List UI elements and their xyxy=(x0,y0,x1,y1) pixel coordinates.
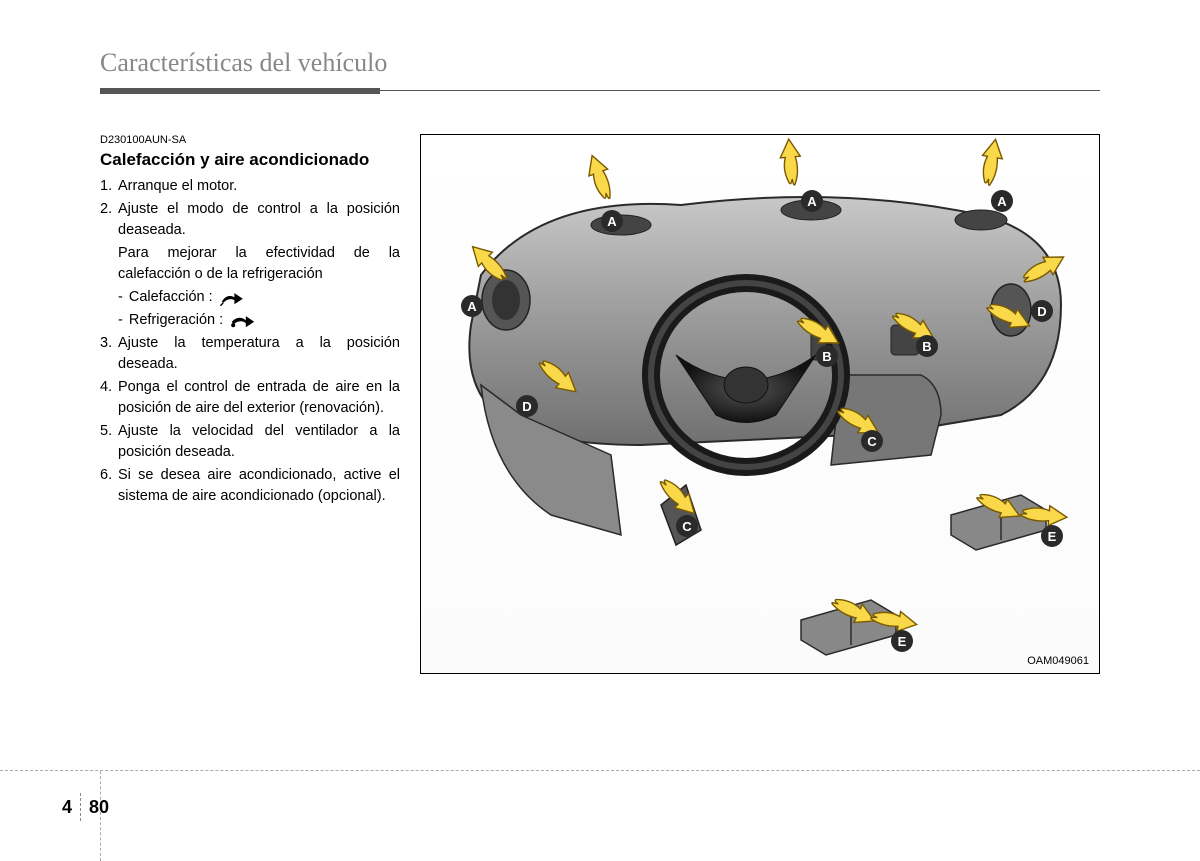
figure-code: OAM049061 xyxy=(1027,655,1089,667)
crop-mark-horizontal xyxy=(0,770,1200,771)
instruction-list: 1. Arranque el motor. 2. Ajuste el modo … xyxy=(100,176,400,241)
airflow-arrow-icon xyxy=(646,465,706,525)
airflow-arrow-icon xyxy=(461,235,521,295)
step-number: 2. xyxy=(100,199,118,241)
content-row: D230100AUN-SA Calefacción y aire acondic… xyxy=(100,134,1100,674)
instruction-item: 2. Ajuste el modo de control a la posici… xyxy=(100,199,400,241)
footer-divider xyxy=(80,793,81,821)
callout-label: C xyxy=(676,515,698,537)
figure-box: OAM049061 xyxy=(420,134,1100,674)
sub-line-heat: - Calefacción : xyxy=(118,287,400,308)
callout-label: E xyxy=(891,630,913,652)
cool-mode-icon xyxy=(229,313,257,329)
step-text: Ponga el control de entrada de aire en l… xyxy=(118,377,400,419)
callout-label: A xyxy=(801,190,823,212)
instruction-item: 1. Arranque el motor. xyxy=(100,176,400,197)
instruction-item: 6. Si se desea aire acondicionado, activ… xyxy=(100,465,400,507)
figure-column: OAM049061 xyxy=(420,134,1100,674)
page-number: 80 xyxy=(89,797,109,818)
dash: - xyxy=(118,287,123,308)
instruction-list-2: 3. Ajuste la temperatura a la posición d… xyxy=(100,333,400,507)
step-text: Ajuste el modo de control a la posición … xyxy=(118,199,400,241)
section-title: Calefacción y aire acondicionado xyxy=(100,150,400,170)
callout-label: B xyxy=(816,345,838,367)
step-text: Si se desea aire acondicionado, active e… xyxy=(118,465,400,507)
instruction-item: 3. Ajuste la temperatura a la posición d… xyxy=(100,333,400,375)
callout-label: D xyxy=(1031,300,1053,322)
mode-label-cool: Refrigeración : xyxy=(129,310,223,331)
step-number: 4. xyxy=(100,377,118,419)
callout-label: D xyxy=(516,395,538,417)
mode-label-heat: Calefacción : xyxy=(129,287,213,308)
airflow-arrow-icon xyxy=(571,150,631,210)
airflow-arrow-icon xyxy=(961,135,1021,195)
section-number: 4 xyxy=(62,797,72,818)
callout-label: E xyxy=(1041,525,1063,547)
step-text: Ajuste la temperatura a la posición dese… xyxy=(118,333,400,375)
step-number: 1. xyxy=(100,176,118,197)
document-code: D230100AUN-SA xyxy=(100,134,400,146)
page: Características del vehículo D230100AUN-… xyxy=(0,0,1200,861)
step-number: 6. xyxy=(100,465,118,507)
instruction-item: 4. Ponga el control de entrada de aire e… xyxy=(100,377,400,419)
header-rule xyxy=(100,84,1100,94)
callout-label: A xyxy=(601,210,623,232)
heat-mode-icon xyxy=(219,290,247,306)
sub-line-cool: - Refrigeración : xyxy=(118,310,400,331)
step-number: 5. xyxy=(100,421,118,463)
step-text: Arranque el motor. xyxy=(118,176,400,197)
instruction-item: 5. Ajuste la velocidad del ventilador a … xyxy=(100,421,400,463)
step-number: 3. xyxy=(100,333,118,375)
callout-label: B xyxy=(916,335,938,357)
page-footer: 4 80 xyxy=(62,793,109,821)
step-text: Ajuste la velocidad del ventilador a la … xyxy=(118,421,400,463)
text-column: D230100AUN-SA Calefacción y aire acondic… xyxy=(100,134,400,674)
airflow-arrow-icon xyxy=(976,285,1036,345)
callout-label: A xyxy=(461,295,483,317)
sub-paragraph: Para mejorar la efectividad de la calefa… xyxy=(118,243,400,285)
callout-label: A xyxy=(991,190,1013,212)
chapter-title: Características del vehículo xyxy=(100,48,1100,78)
airflow-arrow-icon xyxy=(526,345,586,405)
callout-label: C xyxy=(861,430,883,452)
airflow-arrow-icon xyxy=(761,135,821,195)
dash: - xyxy=(118,310,123,331)
